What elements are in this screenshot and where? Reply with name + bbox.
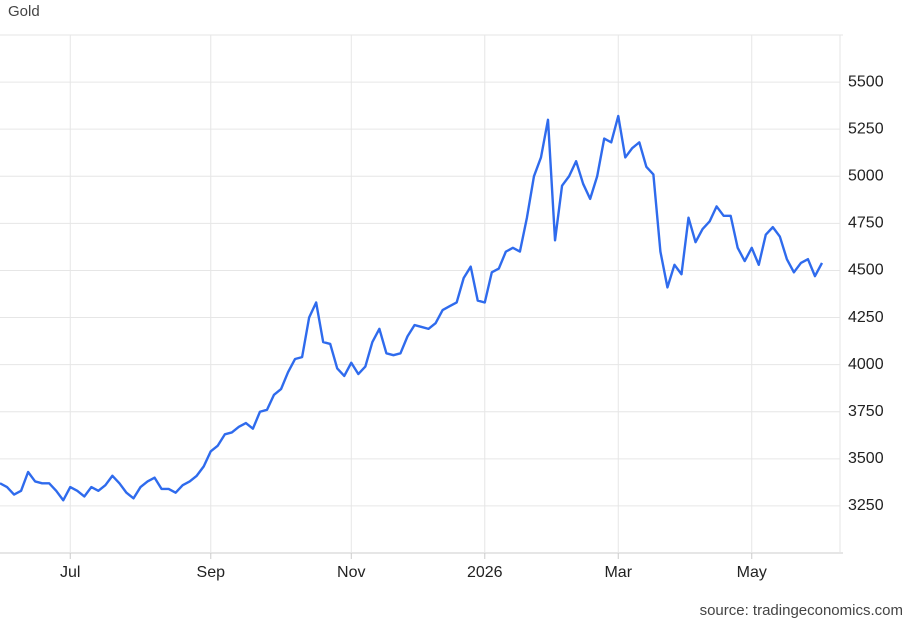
chart-title: Gold — [8, 3, 40, 20]
y-tick-label: 3250 — [848, 497, 884, 514]
y-tick-label: 4500 — [848, 262, 884, 279]
x-tick-label: May — [737, 564, 767, 581]
y-tick-label: 4000 — [848, 356, 884, 373]
x-tick-label: 2026 — [467, 564, 503, 581]
x-tick-label: Sep — [197, 564, 226, 581]
y-tick-label: 5500 — [848, 73, 884, 90]
y-tick-label: 4250 — [848, 309, 884, 326]
source-note: source: tradingeconomics.com — [700, 602, 903, 619]
y-tick-label: 5250 — [848, 120, 884, 137]
y-tick-label: 4750 — [848, 215, 884, 232]
x-tick-label: Jul — [60, 564, 80, 581]
y-tick-label: 3750 — [848, 403, 884, 420]
y-tick-label: 5000 — [848, 167, 884, 184]
price-line — [0, 114, 824, 502]
x-tick-label: Nov — [337, 564, 365, 581]
y-tick-label: 3500 — [848, 450, 884, 467]
x-tick-label: Mar — [604, 564, 632, 581]
